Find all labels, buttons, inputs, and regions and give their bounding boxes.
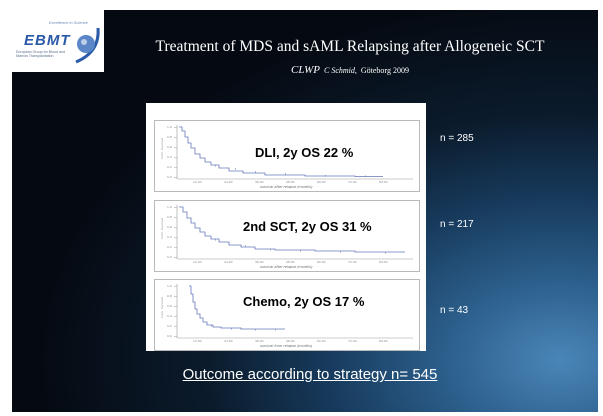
frame-top [0,0,603,10]
svg-text:0.4: 0.4 [167,235,172,239]
n-label-chemo: n = 43 [440,305,469,316]
svg-text:0.8: 0.8 [167,215,172,219]
svg-text:60.00: 60.00 [317,180,326,184]
panel-label-dli: DLI, 2y OS 22 % [255,145,354,160]
svg-text:36.00: 36.00 [255,339,264,343]
svg-text:84.00: 84.00 [379,180,388,184]
svg-text:12.00: 12.00 [193,260,202,264]
svg-text:0.8: 0.8 [167,135,172,139]
svg-text:12.00: 12.00 [193,180,202,184]
subtitle-author: C Schmid, [323,66,357,75]
svg-text:48.00: 48.00 [286,180,295,184]
chart-panel-dli: 1.0 0.8 0.6 0.4 0.2 0.0 12.00 24.00 36.00 48.00 6… [154,120,420,192]
n-label-dli: n = 285 [440,133,474,144]
ebmt-logo: Excellence in Science EBMT European Grou… [12,10,104,72]
svg-text:1.0: 1.0 [167,205,172,209]
x-axis-label-2nd-sct: survival after relapse (months) [260,265,313,269]
panel-label-2nd-sct: 2nd SCT, 2y OS 31 % [243,219,372,234]
svg-text:72.00: 72.00 [348,339,357,343]
footer-caption: Outcome according to strategy n= 545 [182,366,438,383]
y-axis-label-2nd-sct: Cum. Survival [160,218,164,239]
chart-panel-2nd-sct: 1.0 0.8 0.6 0.4 0.2 0.0 12.00 24.00 36.00 48.00 6… [154,200,420,272]
svg-text:0.6: 0.6 [167,145,172,149]
x-axis-label-dli: survival after relapse (months) [260,185,313,189]
svg-text:48.00: 48.00 [286,260,295,264]
svg-text:0.0: 0.0 [167,334,172,338]
svg-text:0.4: 0.4 [167,155,172,159]
svg-text:84.00: 84.00 [379,260,388,264]
frame-right [598,0,603,416]
svg-text:0.0: 0.0 [167,255,172,259]
logo-tagline: Excellence in Science [49,20,88,25]
y-axis-label-dli: Cum. Survival [160,138,164,159]
svg-text:24.00: 24.00 [224,339,233,343]
survival-plot-dli: 1.0 0.8 0.6 0.4 0.2 0.0 12.00 24.00 36.00 48.00 6… [160,125,413,189]
svg-text:1.0: 1.0 [167,125,172,129]
svg-text:0.2: 0.2 [167,245,172,249]
svg-text:0.4: 0.4 [167,314,172,318]
x-axis-label-chemo: survival from relapse (months) [260,344,312,348]
svg-text:24.00: 24.00 [224,180,233,184]
globe-icon [75,27,100,64]
svg-text:0.6: 0.6 [167,225,172,229]
svg-text:84.00: 84.00 [379,339,388,343]
svg-text:12.00: 12.00 [193,339,202,343]
subtitle-place: Göteborg 2009 [360,66,409,75]
slide-title: Treatment of MDS and sAML Relapsing afte… [155,38,545,55]
y-axis-label-chemo: Cum. Survival [160,297,164,318]
svg-text:0.0: 0.0 [167,175,172,179]
survival-plot-chemo: 1.0 0.8 0.6 0.4 0.2 0.0 12.00 24.00 36.00 48.00 6… [160,284,413,348]
frame-bottom [0,412,603,416]
svg-text:72.00: 72.00 [348,180,357,184]
svg-text:36.00: 36.00 [255,180,264,184]
svg-text:0.2: 0.2 [167,324,172,328]
logo-subtitle: European Group for Blood and Marrow Tran… [16,50,65,59]
svg-text:0.2: 0.2 [167,165,172,169]
svg-text:24.00: 24.00 [224,260,233,264]
frame-left [0,0,12,416]
svg-text:48.00: 48.00 [286,339,295,343]
n-label-2nd-sct: n = 217 [440,219,474,230]
svg-text:60.00: 60.00 [317,260,326,264]
chart-panel-chemo: 1.0 0.8 0.6 0.4 0.2 0.0 12.00 24.00 36.00 48.00 6… [154,279,420,351]
svg-text:36.00: 36.00 [255,260,264,264]
subtitle-group: CLWP [291,64,320,76]
svg-text:1.0: 1.0 [167,284,172,288]
svg-text:72.00: 72.00 [348,260,357,264]
svg-text:0.8: 0.8 [167,294,172,298]
logo-name: EBMT [24,32,71,49]
svg-text:0.6: 0.6 [167,304,172,308]
survival-plot-2nd-sct: 1.0 0.8 0.6 0.4 0.2 0.0 12.00 24.00 36.00 48.00 6… [160,205,413,269]
slide-subtitle: CLWP C Schmid, Göteborg 2009 [110,60,590,78]
panel-label-chemo: Chemo, 2y OS 17 % [243,294,365,309]
svg-text:60.00: 60.00 [317,339,326,343]
